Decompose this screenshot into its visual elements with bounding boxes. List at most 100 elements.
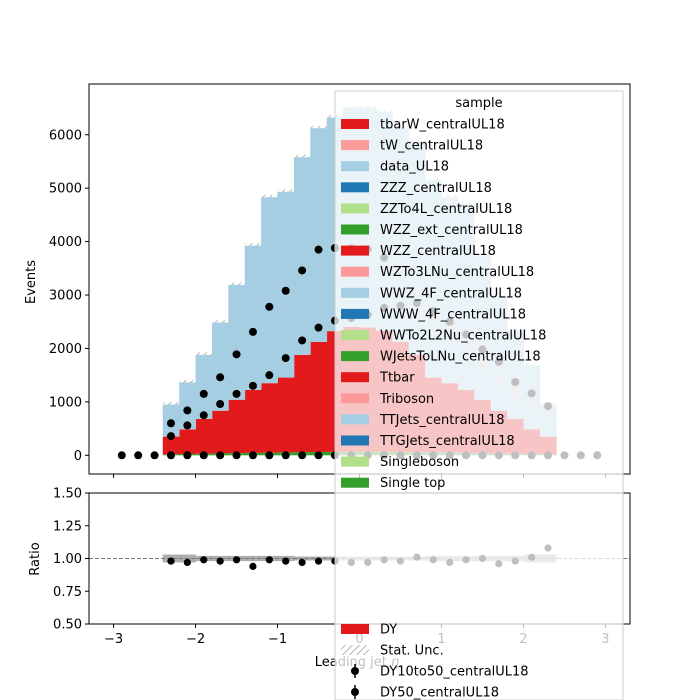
legend-point	[351, 688, 359, 696]
black-data-point	[248, 381, 257, 390]
stack-bar	[310, 341, 328, 452]
black-data-point	[298, 266, 307, 275]
legend-swatch	[341, 351, 369, 362]
legend-entry-label: WZZ_centralUL18	[380, 244, 496, 259]
stack-bar	[195, 354, 213, 419]
legend-entry-label: DY10to50_centralUL18	[380, 665, 529, 680]
legend-frame	[334, 90, 624, 700]
black-data-point	[232, 350, 241, 359]
legend-swatch	[341, 224, 369, 235]
y-tick-label: 6000	[49, 128, 82, 143]
y-tick-label: 2000	[49, 342, 82, 357]
stat-unc-hatch	[162, 402, 180, 405]
black-data-point	[265, 451, 274, 460]
ratio-point	[298, 558, 306, 567]
stack-bar	[277, 377, 295, 453]
legend-swatch	[341, 203, 369, 214]
black-data-point	[199, 411, 208, 420]
legend-swatch	[341, 308, 369, 319]
black-data-point	[314, 451, 323, 460]
legend-entry-label: Ttbar	[379, 371, 415, 386]
y-tick-label: 1000	[49, 395, 82, 410]
stack-bar	[277, 191, 295, 378]
black-data-point	[265, 302, 274, 311]
legend-swatch	[341, 182, 369, 193]
stack-bar	[211, 322, 229, 411]
legend-swatch	[341, 477, 369, 488]
y-tick-label: 1.00	[53, 552, 82, 567]
black-data-point	[150, 451, 159, 460]
legend-swatch	[341, 456, 369, 467]
stat-unc-hatch	[277, 189, 294, 192]
main-y-ticks: 0 1000 2000 3000 4000 5000 6000	[49, 128, 89, 464]
ratio-point	[314, 557, 323, 565]
ratio-y-ticks: 0.50 0.75 1.00 1.25 1.50	[53, 487, 89, 633]
legend-swatch	[341, 287, 369, 298]
black-data-point	[216, 400, 225, 409]
ratio-point	[216, 557, 224, 565]
stack-bar	[179, 429, 196, 454]
legend-entry-label: WZTo3LNu_centralUL18	[380, 265, 534, 280]
legend-swatch	[341, 414, 369, 425]
black-data-point	[166, 451, 175, 460]
legend-entry-label: WWZ_4F_centralUL18	[380, 286, 522, 301]
black-data-point	[314, 245, 323, 254]
stack-bar	[162, 436, 180, 455]
legend-title: sample	[455, 96, 502, 111]
stat-unc-hatch	[211, 320, 229, 323]
stack-bar	[179, 382, 196, 430]
ratio-y-axis-label: Ratio	[28, 542, 43, 575]
black-data-point	[298, 336, 307, 345]
black-data-point	[134, 451, 143, 460]
y-tick-label: 0.75	[53, 585, 82, 600]
legend-entry-label: WWW_4F_centralUL18	[380, 307, 526, 322]
legend-entry-label: WWTo2L2Nu_centralUL18	[380, 329, 546, 344]
stack-bar	[293, 354, 311, 453]
legend-swatch	[341, 330, 369, 340]
legend-entry-label: DY50_centralUL18	[380, 686, 499, 700]
black-data-point	[232, 451, 241, 460]
stat-unc-hatch	[310, 125, 327, 129]
ratio-point	[232, 556, 241, 564]
black-data-point	[281, 286, 290, 295]
legend-swatch	[341, 119, 369, 129]
x-tick-label: −3	[104, 632, 123, 647]
ratio-point	[183, 558, 191, 567]
black-data-point	[199, 451, 208, 460]
legend-entry-label: TTGJets_centralUL18	[379, 434, 515, 449]
stat-unc-hatch	[195, 352, 212, 355]
black-data-point	[117, 451, 126, 460]
black-data-point	[183, 451, 192, 460]
black-data-point	[216, 451, 225, 460]
legend-entry-label: Triboson	[379, 392, 434, 407]
stack-bar	[228, 399, 246, 454]
legend-swatch	[341, 393, 369, 404]
y-tick-label: 1.50	[53, 487, 82, 502]
black-data-point	[232, 389, 241, 398]
stack-bar	[293, 157, 311, 355]
legend-entries: tbarW_centralUL18 tW_centralUL18 data_UL18…	[341, 118, 546, 700]
x-tick-label: −1	[268, 632, 287, 647]
stack-bar	[244, 389, 262, 453]
stack-bar	[211, 410, 229, 454]
black-data-point	[298, 451, 307, 460]
y-tick-label: 3000	[49, 289, 82, 304]
legend-entry-label: WZZ_ext_centralUL18	[380, 223, 523, 238]
legend-swatch	[341, 266, 369, 277]
black-data-point	[183, 406, 192, 415]
ratio-point	[200, 556, 208, 564]
stat-unc-hatch	[293, 154, 311, 158]
legend-entry-label: Stat. Unc.	[380, 644, 444, 659]
legend-entry-label: tW_centralUL18	[380, 139, 483, 154]
legend-swatch	[341, 435, 369, 446]
main-y-axis-label: Events	[24, 260, 39, 304]
legend-entry-label: Single top	[380, 476, 445, 491]
x-tick-label: −2	[186, 632, 205, 647]
legend-swatch	[341, 372, 369, 383]
legend-entry-label: tbarW_centralUL18	[380, 118, 505, 133]
legend-swatch	[341, 140, 369, 151]
y-tick-label: 0	[74, 449, 82, 464]
black-data-point	[265, 371, 274, 380]
black-data-point	[216, 373, 225, 382]
